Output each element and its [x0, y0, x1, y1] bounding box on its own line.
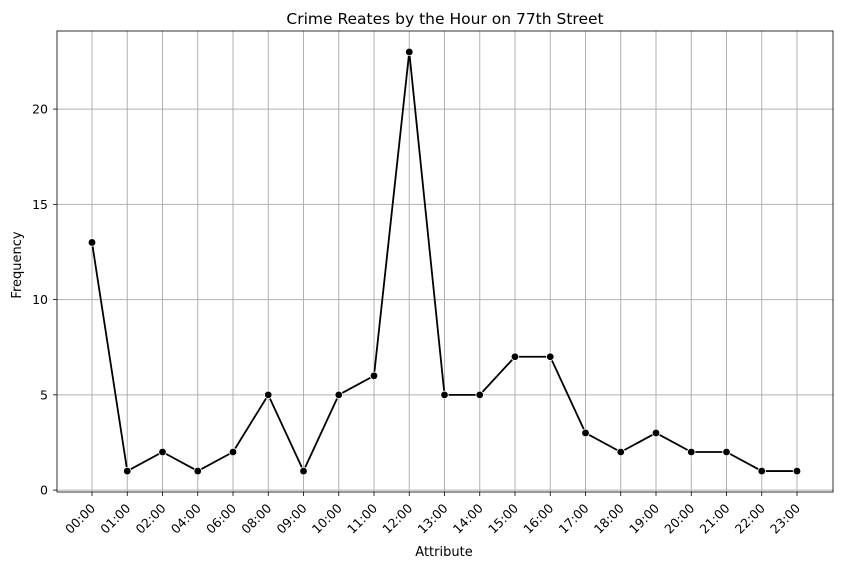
- data-point: [193, 466, 202, 476]
- data-point: [651, 428, 661, 438]
- data-point: [475, 390, 484, 400]
- x-axis-ticks: 00:00 01:00 02:00 04:00 06:00 08:00 09:00 10:00…: [62, 492, 803, 537]
- x-tick-label: 19:00: [626, 500, 662, 536]
- x-tick-label: 17:00: [556, 500, 592, 536]
- data-point: [510, 352, 520, 361]
- y-tick-label: 10: [32, 292, 48, 307]
- x-tick-label: 14:00: [450, 500, 486, 536]
- x-tick-label: 23:00: [767, 500, 803, 536]
- x-tick-label: 08:00: [238, 500, 274, 536]
- x-tick-label: 02:00: [133, 500, 169, 536]
- chart-title: Crime Reates by the Hour on 77th Street: [286, 10, 603, 28]
- x-tick-label: 01:00: [97, 500, 133, 536]
- y-tick-label: 5: [40, 387, 48, 402]
- data-point: [123, 466, 132, 476]
- data-point: [369, 371, 379, 380]
- data-point: [687, 447, 696, 457]
- y-tick-label: 15: [32, 197, 48, 212]
- x-tick-label: 16:00: [520, 500, 556, 536]
- y-tick-label: 0: [40, 483, 48, 498]
- x-tick-label: 00:00: [62, 500, 98, 536]
- y-tick-label: 20: [32, 102, 48, 117]
- data-point: [581, 428, 590, 438]
- data-point: [792, 466, 802, 476]
- data-point: [87, 238, 97, 247]
- x-tick-label: 10:00: [309, 500, 345, 536]
- x-tick-label: 09:00: [274, 500, 310, 536]
- x-tick-label: 20:00: [661, 500, 697, 536]
- data-point: [299, 466, 308, 476]
- x-tick-label: 13:00: [415, 500, 451, 536]
- data-point: [440, 390, 449, 400]
- x-tick-label: 15:00: [485, 500, 521, 536]
- x-tick-label: 12:00: [379, 500, 415, 536]
- data-point: [546, 352, 555, 361]
- y-axis-label: Frequency: [10, 231, 25, 298]
- x-tick-label: 06:00: [203, 500, 239, 536]
- y-axis-ticks: 0 5 10 15 20: [32, 102, 57, 498]
- data-point: [722, 447, 731, 457]
- data-point: [405, 47, 414, 57]
- data-point: [757, 466, 766, 476]
- x-tick-label: 18:00: [591, 500, 627, 536]
- x-axis-label: Attribute: [415, 545, 472, 560]
- data-point: [334, 390, 343, 400]
- data-points: [87, 47, 802, 476]
- x-tick-label: 22:00: [732, 500, 768, 536]
- data-point: [228, 447, 238, 457]
- x-tick-label: 21:00: [697, 500, 733, 536]
- plot-frame: [56, 30, 834, 493]
- data-point: [158, 447, 167, 457]
- data-point: [264, 390, 273, 400]
- grid-lines: [57, 31, 833, 492]
- data-point: [616, 447, 625, 457]
- x-tick-label: 04:00: [168, 500, 204, 536]
- x-tick-label: 11:00: [344, 500, 380, 536]
